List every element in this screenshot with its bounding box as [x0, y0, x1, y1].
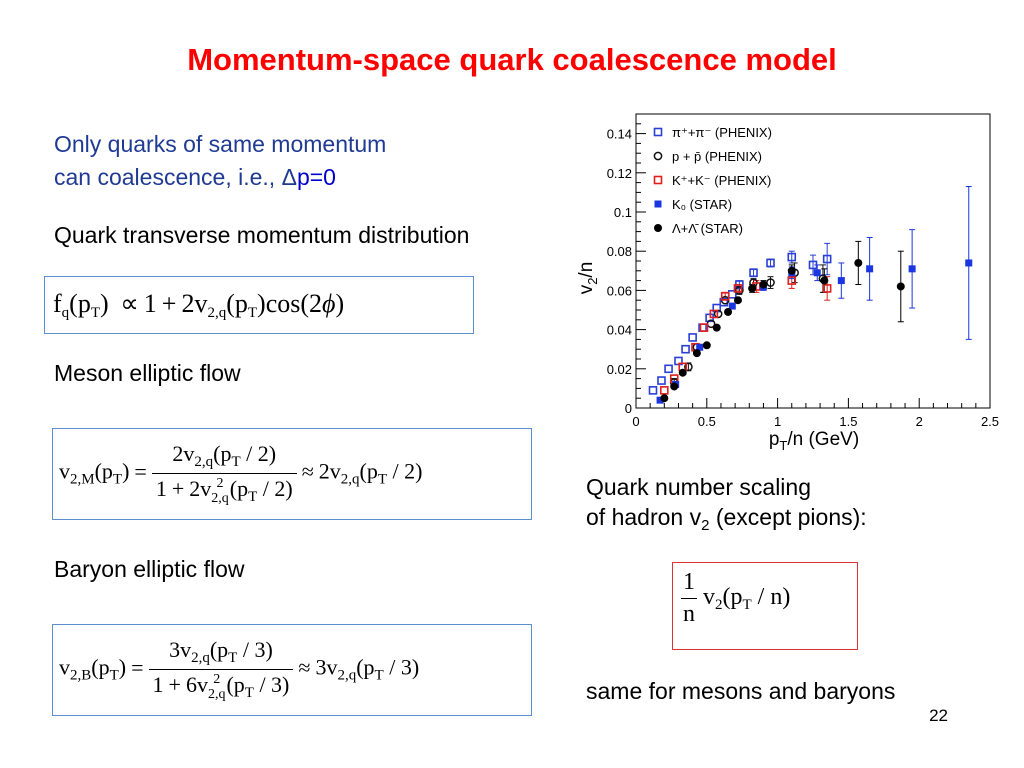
data-point — [787, 276, 797, 285]
y-tick-label: 0.04 — [607, 323, 632, 338]
x-tick-label: 1.5 — [839, 414, 857, 429]
data-point — [702, 341, 711, 350]
y-tick-label: 0.12 — [607, 166, 632, 181]
data-point — [733, 284, 743, 293]
data-point — [866, 265, 874, 273]
y-axis-label: v2/n — [576, 262, 600, 295]
x-tick-label: 0 — [632, 414, 639, 429]
data-point — [653, 175, 663, 185]
y-axis: 0 0.02 0.04 0.06 0.08 0.1 0.12 0.14 — [607, 123, 646, 416]
scaling-line-2-post: (except pions): — [709, 504, 867, 530]
data-point — [657, 376, 666, 385]
intro-line-1: Only quarks of same momentum — [54, 131, 387, 157]
y-tick-label: 0.14 — [607, 127, 632, 142]
data-point — [965, 259, 973, 267]
x-axis-label: pT/n (GeV) — [769, 429, 859, 453]
quark-distribution-label: Quark transverse momentum distribution — [54, 222, 470, 248]
data-point — [787, 252, 797, 262]
data-point — [660, 394, 669, 403]
data-point — [837, 277, 845, 285]
data-point — [720, 291, 730, 301]
legend: π⁺+π⁻ (PHENIX) p + p̄ (PHENIX) K⁺+K⁻ (PHEN… — [653, 125, 772, 236]
intro-line-2: can coalescence, i.e., Δp=0 — [54, 161, 386, 194]
legend-entry: K₀ (STAR) — [672, 197, 732, 212]
y-tick-label: 0.06 — [607, 283, 632, 298]
data-point — [648, 386, 658, 395]
data-point — [664, 364, 673, 374]
baryon-flow-equation: v2,B(pT) = 3v2,q(pT / 3) 1 +6v 2 2,q (pT / 3) ≈3… — [52, 624, 532, 716]
data-point — [681, 344, 690, 354]
data-point — [822, 254, 832, 264]
data-point — [712, 323, 721, 332]
data-point — [654, 224, 662, 232]
data-point — [813, 269, 821, 277]
data-point — [653, 151, 663, 161]
data-point — [808, 260, 818, 270]
baryon-flow-label: Baryon elliptic flow — [54, 556, 245, 582]
data-point — [787, 266, 796, 275]
data-point — [656, 396, 664, 404]
x-tick-label: 0.5 — [698, 414, 716, 429]
quark-distribution-equation: fq(pT) ∝ 1 +2v2,q(pT)cos(2ϕ) — [44, 276, 474, 334]
data-point — [896, 282, 905, 291]
data-point — [678, 368, 687, 377]
data-point — [822, 284, 832, 293]
v2-scaling-chart: 0 0.02 0.04 0.06 0.08 0.1 0.12 0.14 0 0.5 1 1.5 2 2.… — [576, 113, 999, 453]
data-point — [735, 286, 744, 295]
y-tick-label: 0.02 — [607, 362, 632, 377]
data-point — [748, 284, 757, 293]
data-point — [654, 200, 662, 208]
meson-flow-equation: v2,M(pT) = 2v2,q(pT / 2) 1 +2v 2 2,q (pT / 2) ≈2… — [52, 428, 532, 520]
x-tick-label: 2 — [916, 414, 923, 429]
scaling-line-2-pre: of hadron v — [586, 504, 702, 530]
x-tick-label: 1 — [774, 414, 781, 429]
same-label: same for mesons and baryons — [586, 678, 896, 704]
data-point — [766, 258, 775, 268]
x-tick-label: 2.5 — [981, 414, 999, 429]
data-point — [759, 280, 768, 289]
intro-text: Only quarks of same momentum can coalesc… — [54, 128, 386, 194]
legend-entry: Λ+Λ̄ (STAR) — [672, 221, 743, 236]
data-point — [854, 258, 863, 267]
data-point — [709, 309, 719, 319]
data-point — [724, 307, 733, 316]
legend-entry: π⁺+π⁻ (PHENIX) — [672, 125, 772, 140]
scaling-line-2: of hadron v2 (except pions): — [586, 502, 867, 541]
data-point — [684, 362, 693, 372]
y-tick-label: 0.1 — [614, 205, 632, 220]
scaling-line-2-sub: 2 — [701, 517, 710, 534]
data-point — [749, 268, 758, 278]
data-point — [728, 302, 736, 310]
data-point — [733, 296, 742, 305]
data-point — [719, 297, 729, 307]
data-point — [670, 382, 679, 391]
scaling-line-1: Quark number scaling — [586, 474, 811, 500]
data-points — [648, 252, 973, 404]
data-point — [692, 349, 701, 358]
data-point — [699, 323, 709, 332]
data-point — [696, 343, 704, 351]
legend-entry: K⁺+K⁻ (PHENIX) — [672, 173, 771, 188]
slide-title: Momentum-space quark coalescence model — [187, 42, 837, 77]
y-tick-label: 0 — [625, 401, 632, 416]
y-tick-label: 0.08 — [607, 244, 632, 259]
scaling-text: Quark number scaling of hadron v2 (excep… — [586, 472, 867, 541]
data-point — [660, 386, 669, 395]
page-number: 22 — [929, 706, 948, 725]
intro-line-2-main: can coalescence, i.e., Δ — [54, 164, 297, 190]
meson-flow-label: Meson elliptic flow — [54, 360, 241, 386]
data-point — [908, 265, 916, 273]
data-point — [653, 127, 663, 137]
legend-entry: p + p̄ (PHENIX) — [672, 149, 762, 164]
intro-line-2-delta-p: p=0 — [296, 164, 336, 190]
x-axis: 0 0.5 1 1.5 2 2.5 — [632, 398, 999, 429]
data-point — [820, 276, 829, 285]
data-point — [688, 333, 697, 342]
